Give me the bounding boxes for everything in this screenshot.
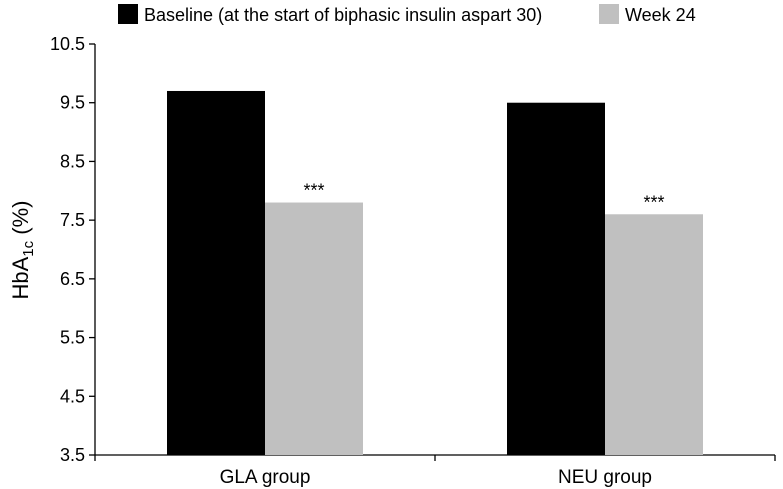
significance-annotation: *** [303,181,324,201]
x-category-label: NEU group [558,467,652,488]
y-tick-label: 5.5 [60,328,85,348]
y-axis-label-unit: (%) [8,201,33,241]
y-axis-label-sub: 1c [20,240,37,256]
y-tick-label: 8.5 [60,151,85,171]
bar-baseline-1 [167,90,265,455]
labels: 3.5 4.5 5.5 6.5 7.5 8.5 9.5 10.5 *** GLA group ***… [50,34,665,488]
bar-week24-1 [265,202,363,455]
y-tick-label: 10.5 [50,34,85,54]
significance-annotation: *** [643,192,664,212]
y-tick-label: 6.5 [60,269,85,289]
legend-swatch-baseline [118,4,138,24]
y-tick-label: 3.5 [60,445,85,465]
legend-swatch-week24 [599,4,619,24]
bar-baseline-2 [507,102,605,455]
legend-label-week24: Week 24 [625,5,696,25]
legend: Baseline (at the start of biphasic insul… [118,4,696,25]
legend-label-baseline: Baseline (at the start of biphasic insul… [144,5,542,25]
x-category-label: GLA group [220,467,311,488]
bar-week24-2 [605,214,703,455]
y-tick-label: 7.5 [60,210,85,230]
y-tick-label: 9.5 [60,93,85,113]
y-tick-label: 4.5 [60,386,85,406]
bars [167,90,703,455]
y-axis-label-main: HbA [8,256,33,299]
y-axis-label: HbA1c (%) [8,201,37,300]
